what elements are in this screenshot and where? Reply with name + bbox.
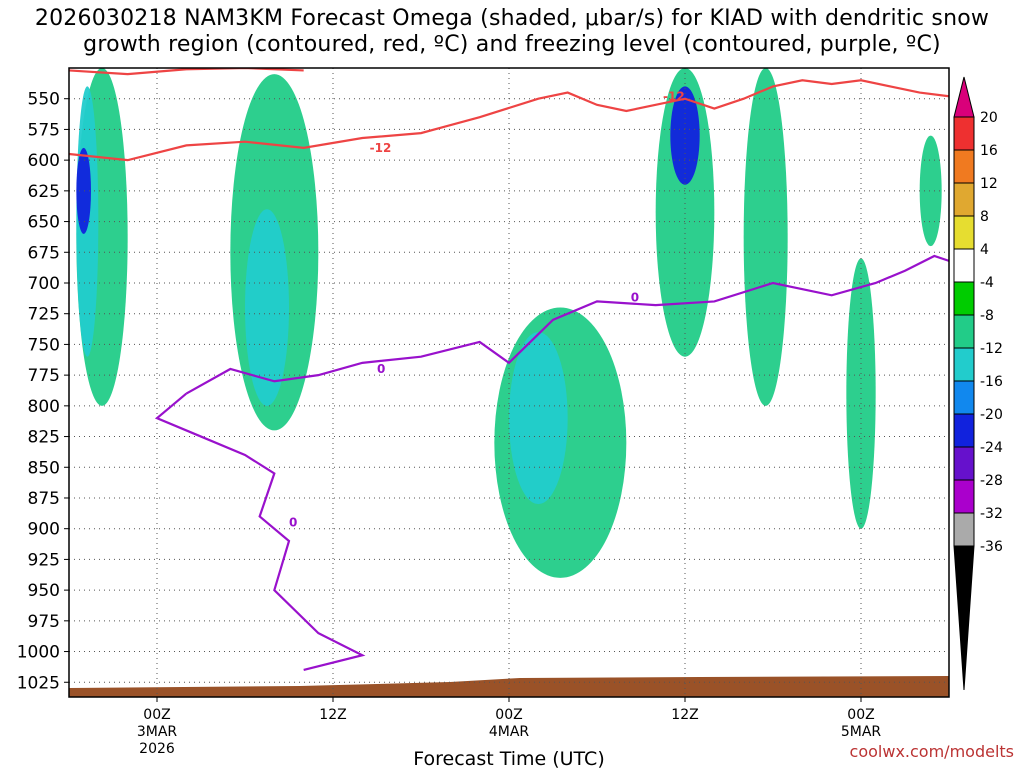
colorbar-segment-11: [953, 479, 975, 514]
x-tick-label-4: 00Z: [847, 707, 874, 723]
chart-title-line-1: 2026030218 NAM3KM Forecast Omega (shaded…: [34, 6, 990, 31]
y-tick-label-925: 925: [28, 550, 60, 570]
dgz-contour-line-top: [69, 68, 304, 76]
colorbar-segment-10: [953, 446, 975, 481]
x-tick-label-1: 12Z: [319, 707, 346, 723]
x-tick-label-0: 00Z: [143, 707, 170, 723]
omega-region-2: [76, 147, 91, 234]
colorbar-label-6: -8: [980, 308, 994, 324]
colorbar-label-13: -36: [980, 539, 1003, 555]
colorbar-label-1: 16: [980, 143, 998, 159]
colorbar-label-11: -28: [980, 473, 1003, 489]
y-tick-label-1000: 1000: [17, 643, 60, 663]
x-date-label-2: 4MAR: [489, 724, 530, 740]
colorbar-label-3: 8: [980, 209, 989, 225]
omega-region-8: [508, 332, 568, 505]
omega-shading: [70, 68, 942, 640]
dgz-contour-label: -12: [370, 141, 392, 155]
contour-lines: -12 -12 0 0 0: [69, 68, 949, 672]
credit-text: coolwx.com/modelts: [850, 742, 1014, 761]
omega-region-14: [670, 405, 693, 603]
y-tick-label-625: 625: [28, 182, 60, 202]
omega-region-13: [626, 68, 656, 185]
colorbar-segment-7: [953, 347, 975, 382]
colorbar-label-9: -20: [980, 407, 1003, 423]
x-year-label-0: 2026: [139, 741, 175, 757]
y-tick-label-1025: 1025: [17, 673, 60, 693]
y-tick-label-950: 950: [28, 581, 60, 601]
colorbar-label-10: -24: [980, 440, 1003, 456]
colorbar-label-7: -12: [980, 341, 1003, 357]
colorbar-label-2: 12: [980, 176, 998, 192]
y-tick-label-650: 650: [28, 213, 60, 233]
colorbar-label-12: -32: [980, 506, 1003, 522]
y-tick-label-900: 900: [28, 520, 60, 540]
freezing-level-line-low: [154, 392, 366, 672]
colorbar-segment-3: [953, 215, 975, 250]
freezing-contour-label: 0: [377, 362, 385, 376]
colorbar-label-0: 20: [980, 110, 998, 126]
colorbar-bottom-arrow: [953, 545, 975, 691]
y-tick-label-800: 800: [28, 397, 60, 417]
y-tick-label-575: 575: [28, 120, 60, 140]
y-tick-label-750: 750: [28, 335, 60, 355]
colorbar-label-4: 4: [980, 242, 989, 258]
omega-region-6: [245, 209, 289, 406]
y-tick-label-700: 700: [28, 274, 60, 294]
freezing-contour-label-2: 0: [289, 516, 297, 530]
y-tick-label-550: 550: [28, 90, 60, 110]
colorbar-segment-1: [953, 149, 975, 184]
chart-title-line-2: growth region (contoured, red, ºC) and f…: [83, 32, 941, 57]
x-date-label-0: 3MAR: [137, 724, 178, 740]
colorbar-segment-5: [953, 281, 975, 316]
y-tick-label-600: 600: [28, 151, 60, 171]
x-tick-label-2: 00Z: [495, 707, 522, 723]
x-axis-title: Forecast Time (UTC): [413, 748, 604, 768]
terrain-fill: [69, 676, 949, 697]
colorbar-segment-8: [953, 380, 975, 415]
freezing-level-line: [185, 254, 949, 395]
colorbar: 20 16 12 8 4 -4 -8 -12 -16 -20 -24 -28 -32 -36: [953, 76, 1003, 691]
x-tick-label-3: 12Z: [671, 707, 698, 723]
plot-grid: [69, 68, 949, 697]
colorbar-label-5: -4: [980, 275, 994, 291]
colorbar-segment-9: [953, 413, 975, 448]
y-tick-label-825: 825: [28, 428, 60, 448]
omega-region-16: [919, 135, 942, 247]
colorbar-segment-6: [953, 314, 975, 349]
y-tick-label-725: 725: [28, 305, 60, 325]
y-tick-label-875: 875: [28, 489, 60, 509]
y-tick-label-775: 775: [28, 366, 60, 386]
colorbar-segment-12: [953, 512, 975, 547]
y-tick-label-850: 850: [28, 458, 60, 478]
dgz-contour-label-2: -12: [663, 89, 685, 103]
y-tick-label-675: 675: [28, 243, 60, 263]
omega-region-11: [743, 68, 788, 406]
freezing-contour-label-3: 0: [631, 291, 639, 305]
colorbar-segment-4: [953, 248, 975, 283]
y-axis: 550 575 600 625 650 675 700 725 750 775 800 825 850 8…: [17, 90, 69, 693]
omega-region-3: [76, 454, 106, 640]
x-date-label-4: 5MAR: [841, 724, 882, 740]
dgz-contour-line: [69, 79, 949, 162]
omega-region-10: [670, 86, 700, 185]
terrain-strip: [69, 676, 949, 697]
omega-region-9: [655, 68, 715, 357]
colorbar-top-arrow: [953, 76, 975, 118]
colorbar-segment-2: [953, 182, 975, 217]
omega-region-15: [905, 430, 935, 480]
colorbar-segment-0: [953, 116, 975, 151]
colorbar-label-8: -16: [980, 374, 1003, 390]
y-tick-label-975: 975: [28, 612, 60, 632]
